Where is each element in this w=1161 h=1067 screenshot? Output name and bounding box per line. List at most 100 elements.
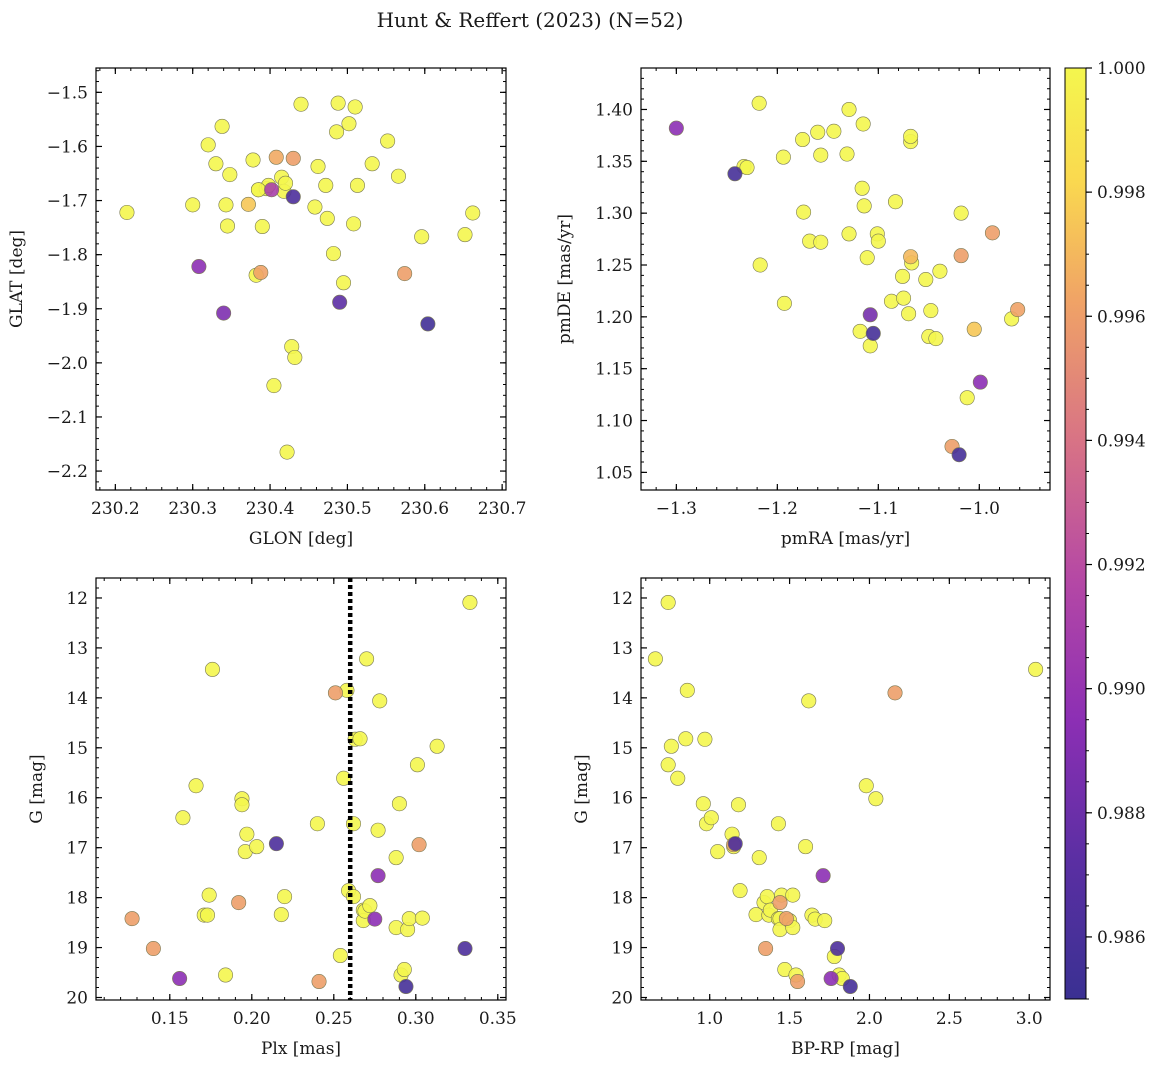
data-point bbox=[923, 303, 939, 319]
data-point bbox=[854, 180, 870, 196]
data-point bbox=[457, 227, 473, 243]
data-point bbox=[401, 911, 417, 927]
y-tick-label: 16 bbox=[611, 789, 633, 809]
data-point bbox=[307, 199, 323, 215]
data-point bbox=[465, 205, 481, 221]
y-tick-label: 13 bbox=[66, 639, 88, 659]
colorbar: 0.986 0.988 0.990 0.992 0.994 0.996 0.998 1.000 bbox=[1064, 59, 1146, 1000]
data-point bbox=[679, 682, 695, 698]
data-point bbox=[776, 295, 792, 311]
data-point bbox=[758, 941, 774, 957]
x-tick-label: 0.20 bbox=[233, 1009, 271, 1029]
data-point bbox=[420, 316, 436, 332]
y-tick-label: −1.9 bbox=[47, 300, 88, 320]
data-point bbox=[966, 321, 982, 337]
x-tick-label: 230.5 bbox=[323, 499, 372, 519]
data-point bbox=[266, 378, 282, 394]
data-point bbox=[336, 275, 352, 291]
data-point bbox=[345, 816, 361, 832]
data-point bbox=[865, 325, 881, 341]
y-axis-label: pmDE [mas/yr] bbox=[555, 214, 575, 344]
y-tick-label: 1.40 bbox=[595, 100, 633, 120]
panel-galactic-coords: 230.2 230.3 230.4 230.5 230.6 230.7 −2.2 −2.1 −2… bbox=[7, 67, 527, 549]
data-point bbox=[759, 889, 775, 905]
data-point bbox=[250, 182, 266, 198]
data-point bbox=[349, 177, 365, 193]
x-axis-label: BP-RP [mag] bbox=[791, 1039, 900, 1059]
axes-frame bbox=[640, 577, 1051, 1001]
data-point bbox=[231, 895, 247, 911]
data-point bbox=[414, 229, 430, 245]
y-tick-label: 17 bbox=[611, 839, 633, 859]
colorbar-tick-label: 1.000 bbox=[1097, 59, 1146, 79]
data-point bbox=[815, 868, 831, 884]
colorbar-gradient bbox=[1064, 67, 1087, 1000]
data-point bbox=[264, 182, 280, 198]
data-point bbox=[839, 146, 855, 162]
data-point bbox=[188, 778, 204, 794]
data-point bbox=[372, 693, 388, 709]
data-point bbox=[273, 907, 289, 923]
y-tick-label: −2.1 bbox=[47, 408, 88, 428]
data-point bbox=[311, 974, 327, 990]
axes-frame bbox=[95, 67, 507, 491]
data-point bbox=[352, 731, 368, 747]
data-point bbox=[852, 323, 868, 339]
x-tick-label: 230.7 bbox=[478, 499, 527, 519]
data-point bbox=[245, 152, 261, 168]
data-point bbox=[220, 218, 236, 234]
colorbar-tick-label: 0.998 bbox=[1097, 183, 1146, 203]
y-axis-label: G [mag] bbox=[572, 754, 592, 823]
data-point bbox=[772, 895, 788, 911]
y-tick-label: −2.0 bbox=[47, 354, 88, 374]
data-point bbox=[359, 651, 375, 667]
data-point bbox=[380, 133, 396, 149]
data-point bbox=[953, 248, 969, 264]
data-point bbox=[364, 156, 380, 172]
x-tick-label: −1.3 bbox=[656, 499, 697, 519]
x-tick-label: 230.2 bbox=[91, 499, 140, 519]
data-point bbox=[362, 898, 378, 914]
data-point bbox=[932, 263, 948, 279]
x-tick-label: 230.3 bbox=[168, 499, 217, 519]
data-point bbox=[790, 974, 806, 990]
colorbar-tick-label: 0.992 bbox=[1097, 556, 1146, 576]
data-point bbox=[951, 447, 967, 463]
data-point bbox=[813, 147, 829, 163]
figure-title: Hunt & Reffert (2023) (N=52) bbox=[377, 8, 684, 32]
y-tick-label: 15 bbox=[66, 739, 88, 759]
data-point bbox=[285, 150, 301, 166]
data-point bbox=[185, 197, 201, 213]
data-point bbox=[801, 693, 817, 709]
data-point bbox=[775, 149, 791, 165]
y-tick-label: −1.8 bbox=[47, 246, 88, 266]
y-axis-label: GLAT [deg] bbox=[7, 230, 27, 328]
y-tick-label: 1.20 bbox=[595, 308, 633, 328]
data-point bbox=[200, 137, 216, 153]
data-point bbox=[862, 307, 878, 323]
data-point bbox=[370, 822, 386, 838]
data-point bbox=[727, 836, 743, 852]
data-point bbox=[214, 118, 230, 134]
y-tick-label: 1.25 bbox=[595, 256, 633, 276]
y-tick-label: 17 bbox=[66, 839, 88, 859]
data-point bbox=[903, 249, 919, 265]
data-point bbox=[901, 306, 917, 322]
y-tick-label: 1.30 bbox=[595, 204, 633, 224]
data-point bbox=[678, 731, 694, 747]
data-point bbox=[870, 233, 886, 249]
data-point bbox=[972, 374, 988, 390]
data-point bbox=[325, 246, 341, 262]
data-point bbox=[462, 594, 478, 610]
data-point bbox=[953, 205, 969, 221]
y-tick-label: 14 bbox=[66, 689, 88, 709]
data-point bbox=[795, 132, 811, 148]
data-point bbox=[959, 390, 975, 406]
data-point bbox=[841, 101, 857, 117]
data-point bbox=[823, 971, 839, 987]
data-point bbox=[429, 738, 445, 754]
data-point bbox=[175, 810, 191, 826]
data-point bbox=[895, 268, 911, 284]
y-tick-label: 18 bbox=[611, 889, 633, 909]
